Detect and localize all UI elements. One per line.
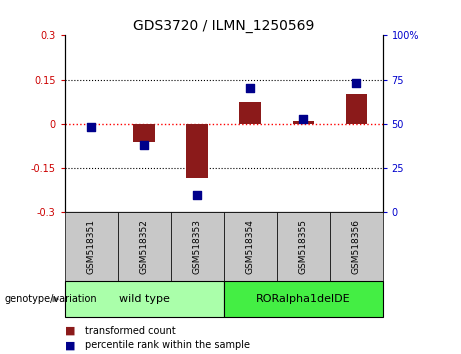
Bar bbox=[65, 281, 224, 317]
Bar bbox=[330, 212, 383, 281]
Text: transformed count: transformed count bbox=[85, 326, 176, 336]
Text: ■: ■ bbox=[65, 340, 75, 350]
Text: GSM518354: GSM518354 bbox=[246, 219, 254, 274]
Point bbox=[140, 142, 148, 148]
Bar bbox=[186, 124, 207, 178]
Bar bbox=[292, 121, 313, 124]
Point bbox=[246, 86, 254, 91]
Bar bbox=[224, 212, 277, 281]
Bar bbox=[134, 124, 155, 142]
Title: GDS3720 / ILMN_1250569: GDS3720 / ILMN_1250569 bbox=[133, 19, 314, 33]
Bar bbox=[65, 212, 118, 281]
Text: GSM518352: GSM518352 bbox=[140, 219, 148, 274]
Point bbox=[300, 116, 307, 121]
Point bbox=[88, 125, 95, 130]
Bar bbox=[345, 95, 366, 124]
Text: ■: ■ bbox=[65, 326, 75, 336]
Text: GSM518353: GSM518353 bbox=[193, 219, 201, 274]
Point bbox=[352, 80, 360, 86]
Text: GSM518351: GSM518351 bbox=[87, 219, 95, 274]
Bar bbox=[171, 212, 224, 281]
Text: RORalpha1delDE: RORalpha1delDE bbox=[256, 294, 350, 304]
Bar bbox=[239, 102, 260, 124]
Text: GSM518355: GSM518355 bbox=[299, 219, 307, 274]
Text: percentile rank within the sample: percentile rank within the sample bbox=[85, 340, 250, 350]
Point bbox=[193, 192, 201, 198]
Text: genotype/variation: genotype/variation bbox=[5, 294, 97, 304]
Bar bbox=[277, 212, 330, 281]
Text: GSM518356: GSM518356 bbox=[352, 219, 361, 274]
Bar bbox=[118, 212, 171, 281]
Text: wild type: wild type bbox=[118, 294, 170, 304]
Bar bbox=[224, 281, 383, 317]
